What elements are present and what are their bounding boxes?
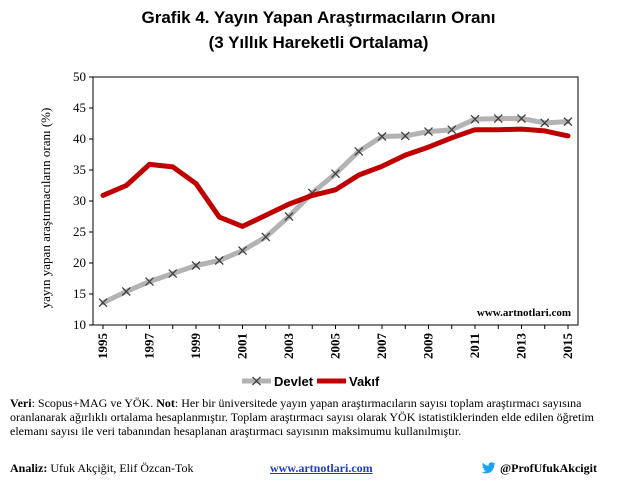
legend-label-devlet: Devlet (274, 374, 314, 389)
data-point-devlet (261, 232, 271, 242)
footnote-not-text: : Her bir üniversitede yayın yapan araşt… (10, 396, 594, 438)
data-point-devlet (98, 298, 108, 308)
data-point-devlet (191, 261, 201, 270)
x-tick-label: 1999 (188, 333, 203, 360)
data-point-devlet (284, 212, 294, 221)
data-point-devlet (377, 132, 387, 141)
x-tick-label: 2005 (328, 333, 343, 360)
x-tick-label: 2009 (421, 333, 436, 360)
x-tick-label: 2001 (235, 333, 250, 359)
twitter-handle-link[interactable]: @ProfUfukAkcigit (482, 461, 597, 475)
series-line-devlet (100, 116, 571, 306)
data-point-devlet (563, 117, 573, 127)
x-tick-label: 2003 (281, 333, 296, 360)
data-point-devlet (400, 131, 410, 141)
y-tick-label: 30 (73, 193, 86, 208)
x-tick-label: 2007 (374, 333, 389, 360)
y-tick-label: 40 (73, 131, 86, 146)
analysis-label: Analiz: (10, 461, 48, 475)
footnote-not-label: Not (156, 396, 175, 410)
chart-axes: 10 15 20 25 30 35 40 45 50 1995 1997 1999 2001 2003 20… (73, 69, 579, 360)
twitter-bird-icon (482, 462, 496, 474)
data-point-devlet (331, 169, 340, 179)
data-point-devlet (540, 118, 550, 128)
footnote: Veri: Scopus+MAG ve YÖK. Not: Her bir ün… (10, 396, 630, 438)
y-tick-label: 15 (73, 286, 86, 301)
chart-legend: Devlet Vakıf (242, 374, 380, 389)
x-tick-label: 2015 (560, 333, 575, 360)
footnote-veri-text: : Scopus+MAG ve YÖK. (31, 396, 157, 410)
line-chart: 10 15 20 25 30 35 40 45 50 1995 1997 1999 2001 2003 20… (38, 69, 579, 389)
analysis-credit: Analiz: Ufuk Akçiğit, Elif Özcan-Tok (10, 461, 193, 475)
y-tick-label: 20 (73, 255, 86, 270)
chart-title: Grafik 4. Yayın Yapan Araştırmacıların O… (141, 8, 496, 27)
footer-bar: Analiz: Ufuk Akçiğit, Elif Özcan-Tok www… (10, 461, 630, 477)
y-tick-label: 35 (73, 162, 86, 177)
data-point-devlet (354, 146, 364, 156)
legend-label-vak-f: Vakıf (349, 374, 380, 389)
data-point-devlet (470, 114, 480, 124)
legend-marker-devlet (252, 376, 261, 386)
x-tick-label: 1995 (95, 333, 110, 360)
y-tick-label: 45 (73, 100, 86, 115)
x-tick-label: 1997 (142, 333, 157, 360)
data-point-devlet (121, 287, 131, 296)
data-point-devlet (214, 256, 224, 265)
data-point-devlet (517, 114, 526, 123)
footnote-veri-label: Veri (10, 396, 32, 410)
analysis-authors: Ufuk Akçiğit, Elif Özcan-Tok (47, 461, 194, 475)
data-point-devlet (238, 246, 247, 256)
x-tick-label: 2013 (514, 333, 529, 360)
plot-frame (92, 76, 579, 326)
data-point-devlet (447, 125, 457, 135)
data-point-devlet (145, 277, 154, 287)
data-point-devlet (493, 114, 503, 123)
data-point-devlet (424, 127, 433, 137)
chart-subtitle: (3 Yıllık Hareketli Ortalama) (208, 33, 429, 52)
series-line-vak-f (100, 126, 571, 229)
twitter-handle-text: @ProfUfukAkcigit (500, 461, 597, 475)
website-link[interactable]: www.artnotlari.com (270, 461, 373, 475)
y-tick-label: 10 (73, 317, 86, 332)
watermark-text: www.artnotlari.com (477, 307, 571, 319)
x-tick-label: 2011 (467, 333, 482, 358)
chart-marks (98, 114, 573, 308)
data-point-devlet (168, 269, 178, 278)
y-tick-label: 25 (73, 224, 86, 239)
y-axis-label: yayın yapan araştırmacıların oranı (%) (38, 108, 53, 309)
y-tick-label: 50 (73, 69, 86, 84)
